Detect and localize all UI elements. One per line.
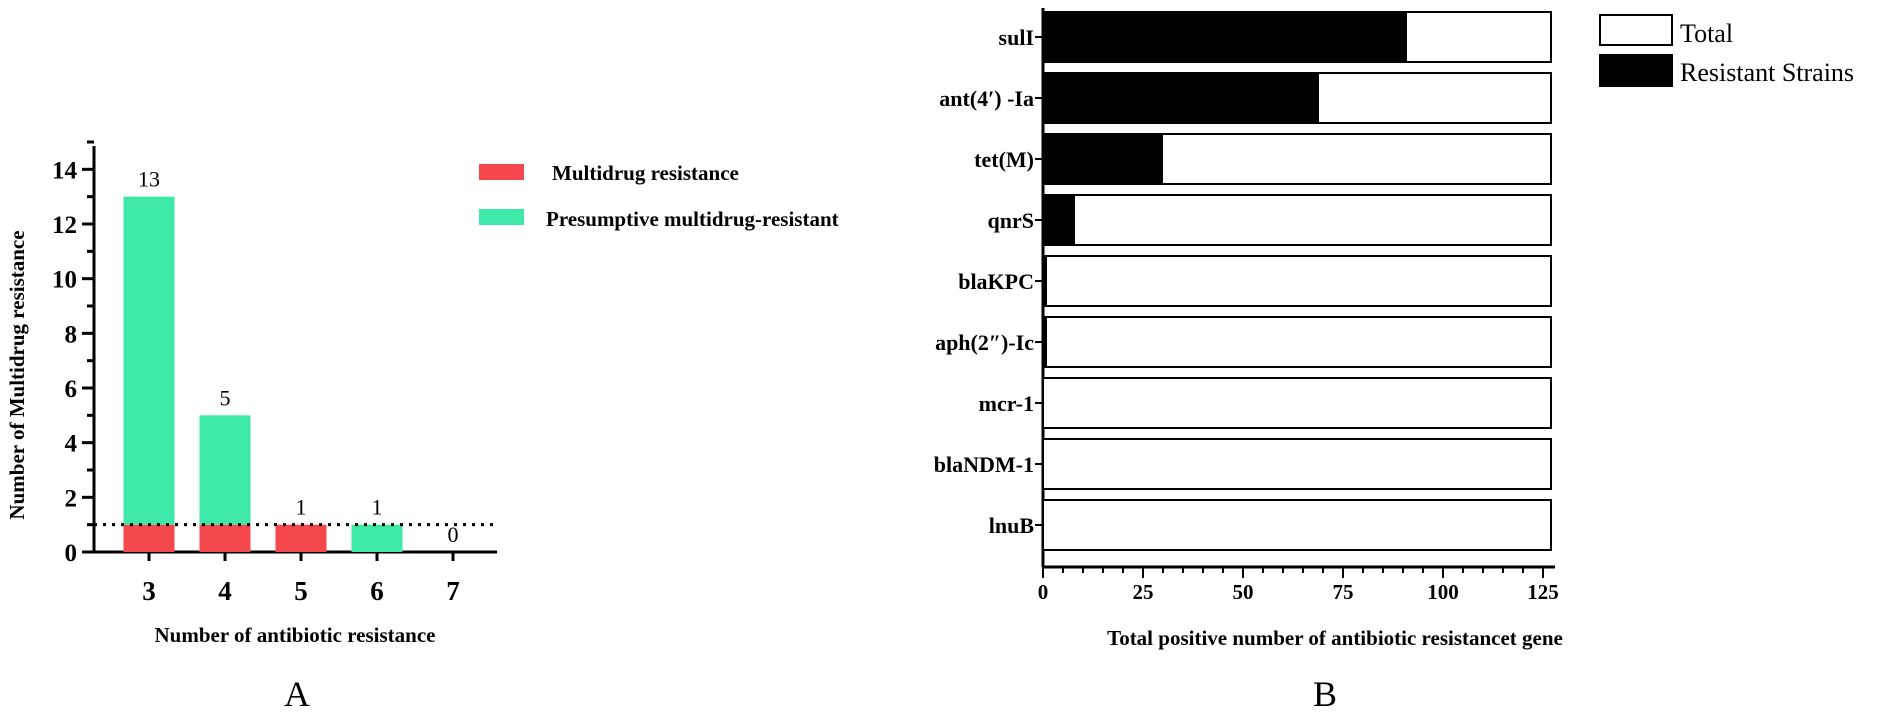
panel-a-x-tick-label: 3 xyxy=(142,576,156,606)
bar-total-aph-2-ic xyxy=(1042,316,1552,368)
bar-multidrug-resistance-3 xyxy=(123,524,175,552)
panel-b-x-axis-label: Total positive number of antibiotic resi… xyxy=(1107,626,1563,650)
bar-presumptive-multidrug-resistant-3 xyxy=(123,196,175,525)
panel-b-label: B xyxy=(1313,674,1337,714)
panel-b-x-tick-label: 100 xyxy=(1427,580,1459,604)
bar-presumptive-multidrug-resistant-4 xyxy=(199,415,251,525)
bar-resistant-qnrs xyxy=(1043,195,1075,245)
panel-a-y-tick-label: 8 xyxy=(65,321,78,348)
panel-a-y-tick-label: 6 xyxy=(65,376,78,403)
panel-a-x-tick-label: 7 xyxy=(446,576,460,606)
panel-a-data-label-3: 13 xyxy=(138,167,160,192)
bar-presumptive-multidrug-resistant-6 xyxy=(351,524,403,552)
panel-b-chart: Total Resistant Strains Total positive n… xyxy=(934,8,1854,714)
panel-b-x-tick-label: 75 xyxy=(1333,580,1354,604)
panel-a-y-tick-label: 12 xyxy=(52,212,77,239)
bar-total-qnrs xyxy=(1042,194,1552,246)
bar-multidrug-resistance-4 xyxy=(199,524,251,552)
panel-a-y-axis-label: Number of Multidrug resistance xyxy=(5,230,29,519)
bar-resistant-tet-m xyxy=(1043,134,1163,184)
panel-a-y-tick-label: 2 xyxy=(65,485,78,512)
legend-swatch-presumptive xyxy=(479,209,524,225)
legend-swatch-total xyxy=(1599,14,1673,46)
panel-a-data-label-5: 1 xyxy=(296,495,307,520)
panel-a-x-tick-label: 6 xyxy=(370,576,384,606)
panel-a-legend: Multidrug resistance Presumptive multidr… xyxy=(479,161,839,231)
panel-a-x-axis-label: Number of antibiotic resistance xyxy=(155,623,436,647)
bar-resistant-suli xyxy=(1043,12,1407,62)
legend-swatch-multidrug xyxy=(479,164,524,180)
legend-label-presumptive: Presumptive multidrug-resistant xyxy=(546,207,839,231)
panel-a-y-tick-label: 14 xyxy=(52,157,78,184)
bar-total-blakpc xyxy=(1042,255,1552,307)
panel-b-category-label: ant(4′) -Ia xyxy=(939,86,1034,111)
panel-a-label: A xyxy=(284,674,310,714)
bar-total-lnub xyxy=(1042,499,1552,551)
legend-swatch-resistant xyxy=(1599,54,1673,87)
panel-a-data-label-7: 0 xyxy=(448,522,459,547)
legend-label-total: Total xyxy=(1680,19,1733,48)
bar-total-mcr-1 xyxy=(1042,377,1552,429)
panel-b-x-tick-label: 125 xyxy=(1527,580,1559,604)
legend-label-resistant: Resistant Strains xyxy=(1680,58,1854,87)
panel-b-category-label: tet(M) xyxy=(974,147,1034,172)
bar-multidrug-resistance-5 xyxy=(275,524,327,552)
panel-a-x-tick-label: 4 xyxy=(218,576,232,606)
panel-b-x-tick-label: 0 xyxy=(1038,580,1049,604)
panel-a-chart: Multidrug resistance Presumptive multidr… xyxy=(5,140,839,714)
panel-b-category-label: lnuB xyxy=(989,513,1035,538)
bar-resistant-blakpc xyxy=(1043,256,1047,306)
panel-b-x-tick-label: 50 xyxy=(1233,580,1254,604)
panel-b-x-tick-label: 25 xyxy=(1133,580,1154,604)
panel-b-category-label: aph(2″)-Ic xyxy=(935,330,1034,355)
bar-resistant-ant-4-ia xyxy=(1043,73,1319,123)
bar-resistant-aph-2-ic xyxy=(1043,317,1047,367)
panel-a-data-label-6: 1 xyxy=(372,495,383,520)
panel-a-y-tick-label: 0 xyxy=(65,540,78,567)
panel-b-legend: Total Resistant Strains xyxy=(1599,14,1854,87)
panel-b-category-label: blaNDM-1 xyxy=(934,452,1034,477)
panel-a-y-tick-label: 4 xyxy=(65,431,78,458)
panel-a-y-tick-label: 10 xyxy=(52,267,77,294)
panel-b-category-label: sulI xyxy=(999,25,1034,50)
panel-a-x-tick-label: 5 xyxy=(294,576,308,606)
panel-b-category-label: mcr-1 xyxy=(979,391,1034,416)
panel-b-category-label: blaKPC xyxy=(958,269,1034,294)
panel-a-data-label-4: 5 xyxy=(220,385,231,410)
legend-label-multidrug: Multidrug resistance xyxy=(552,161,739,185)
bar-total-blandm-1 xyxy=(1042,438,1552,490)
panel-b-category-label: qnrS xyxy=(988,208,1034,233)
